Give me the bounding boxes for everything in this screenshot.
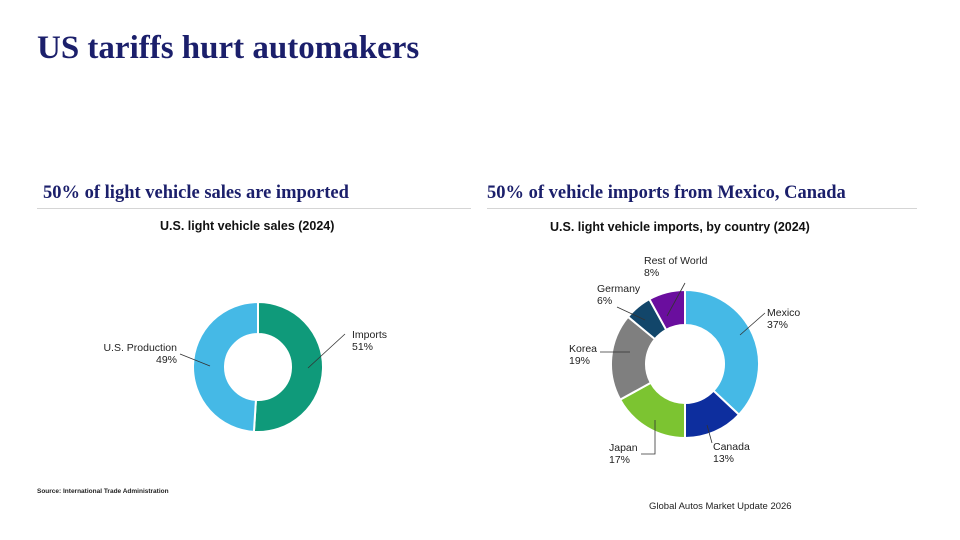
footer-text: Global Autos Market Update 2026 bbox=[649, 501, 792, 512]
leader-line-u-s-production bbox=[179, 353, 211, 367]
slice-label-japan: Japan bbox=[609, 442, 638, 454]
slice-u-s-production bbox=[192, 300, 259, 433]
left-section-heading: 50% of light vehicle sales are imported bbox=[43, 183, 349, 203]
slice-label-rest-of-world: Rest of World bbox=[644, 255, 708, 267]
slice-value-korea: 19% bbox=[569, 355, 590, 367]
slice-label-canada: Canada bbox=[713, 441, 750, 453]
imports-chart-title: U.S. light vehicle imports, by country (… bbox=[550, 220, 810, 234]
leader-line-imports bbox=[307, 333, 346, 369]
slice-label-imports: Imports bbox=[352, 329, 387, 341]
slice-value-mexico: 37% bbox=[767, 319, 788, 331]
source-note: Source: International Trade Administrati… bbox=[37, 488, 169, 495]
leader-line-germany bbox=[616, 306, 646, 321]
slice-label-germany: Germany bbox=[597, 283, 641, 295]
slice-label-mexico: Mexico bbox=[767, 307, 800, 319]
slide-title: US tariffs hurt automakers bbox=[37, 30, 420, 66]
slice-value-japan: 17% bbox=[609, 454, 630, 466]
slice-mexico bbox=[684, 288, 760, 417]
slice-value-imports: 51% bbox=[352, 341, 373, 353]
right-section-divider bbox=[487, 208, 917, 209]
right-section-heading: 50% of vehicle imports from Mexico, Cana… bbox=[487, 183, 846, 203]
leader-line-rest-of-world bbox=[666, 282, 686, 317]
slice-imports bbox=[252, 300, 324, 433]
slice-value-u-s-production: 49% bbox=[156, 354, 177, 366]
slice-value-germany: 6% bbox=[597, 295, 612, 307]
left-section-divider bbox=[37, 208, 471, 209]
slice-value-canada: 13% bbox=[713, 453, 734, 465]
slice-value-rest-of-world: 8% bbox=[644, 267, 659, 279]
leader-line-canada bbox=[706, 424, 713, 444]
leader-line-mexico bbox=[739, 312, 766, 336]
leader-line-japan bbox=[641, 420, 656, 455]
slice-label-korea: Korea bbox=[569, 343, 597, 355]
sales-chart-title: U.S. light vehicle sales (2024) bbox=[160, 219, 335, 233]
slice-label-u-s-production: U.S. Production bbox=[103, 342, 177, 354]
